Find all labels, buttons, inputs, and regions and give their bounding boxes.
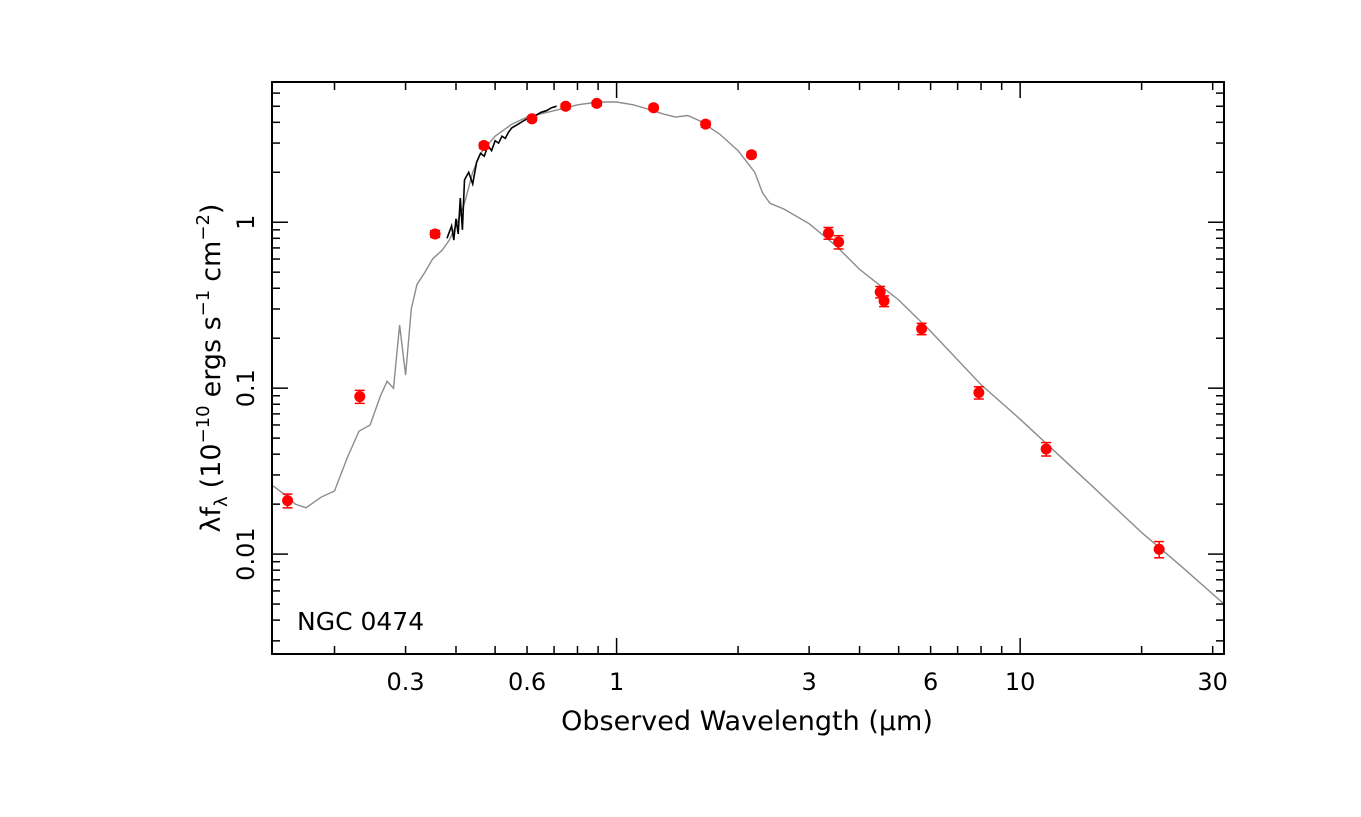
data-marker bbox=[1040, 443, 1052, 455]
y-tick-label: 0.01 bbox=[232, 527, 260, 580]
y-axis-title: λfλ(10−10ergs s−1cm−2) bbox=[193, 204, 232, 533]
photometry-point bbox=[822, 226, 834, 240]
photometry-point bbox=[700, 118, 712, 130]
x-tick-label: 30 bbox=[1197, 668, 1228, 696]
data-marker bbox=[745, 149, 757, 161]
plot-area bbox=[271, 97, 1225, 605]
photometry-point bbox=[648, 102, 660, 114]
data-marker bbox=[916, 323, 928, 335]
data-marker bbox=[591, 97, 603, 109]
data-marker bbox=[833, 236, 845, 248]
data-marker bbox=[878, 295, 890, 307]
photometry-point bbox=[878, 295, 890, 308]
plot-frame bbox=[271, 81, 1225, 655]
x-tick-label: 1 bbox=[609, 668, 624, 696]
data-marker bbox=[429, 228, 441, 240]
photometry-point bbox=[916, 322, 928, 336]
x-tick-label: 0.3 bbox=[386, 668, 424, 696]
y-tick-label: 0.1 bbox=[232, 369, 260, 407]
photometry-point bbox=[526, 113, 538, 125]
data-marker bbox=[874, 286, 886, 298]
photometry-point bbox=[1153, 540, 1165, 559]
data-marker bbox=[282, 495, 294, 507]
data-marker bbox=[560, 100, 572, 112]
photometry-point bbox=[591, 97, 603, 109]
photometry-point bbox=[833, 234, 845, 250]
y-tick-labels: 0.01 0.1 1 bbox=[232, 215, 260, 581]
photometry-point bbox=[560, 100, 572, 112]
photometry-point bbox=[973, 385, 985, 400]
x-axis-title: Observed Wavelength (μm) bbox=[561, 706, 933, 737]
data-marker bbox=[822, 227, 834, 239]
y-tick-label: 1 bbox=[232, 215, 260, 230]
photometry-point bbox=[429, 228, 441, 240]
x-tick-labels: 0.3 0.6 1 3 6 10 30 bbox=[386, 668, 1227, 696]
data-marker bbox=[1153, 543, 1165, 555]
data-marker bbox=[354, 391, 366, 403]
data-marker bbox=[526, 113, 538, 125]
x-tick-label: 10 bbox=[1005, 668, 1036, 696]
photometry-point bbox=[282, 493, 294, 509]
data-marker bbox=[973, 387, 985, 399]
model-sed-line bbox=[271, 101, 1225, 605]
x-tick-label: 3 bbox=[801, 668, 816, 696]
photometry-point bbox=[1040, 441, 1052, 457]
photometry-point bbox=[745, 149, 757, 161]
x-tick-label: 6 bbox=[923, 668, 938, 696]
axis-ticks bbox=[272, 81, 1224, 654]
data-marker bbox=[478, 140, 490, 152]
data-marker bbox=[648, 102, 660, 114]
x-tick-label: 0.6 bbox=[508, 668, 546, 696]
observed-spectrum-line bbox=[446, 105, 557, 241]
galaxy-label: NGC 0474 bbox=[297, 607, 424, 636]
data-marker bbox=[700, 118, 712, 130]
photometry-point bbox=[354, 389, 366, 405]
photometry-point bbox=[478, 140, 490, 152]
